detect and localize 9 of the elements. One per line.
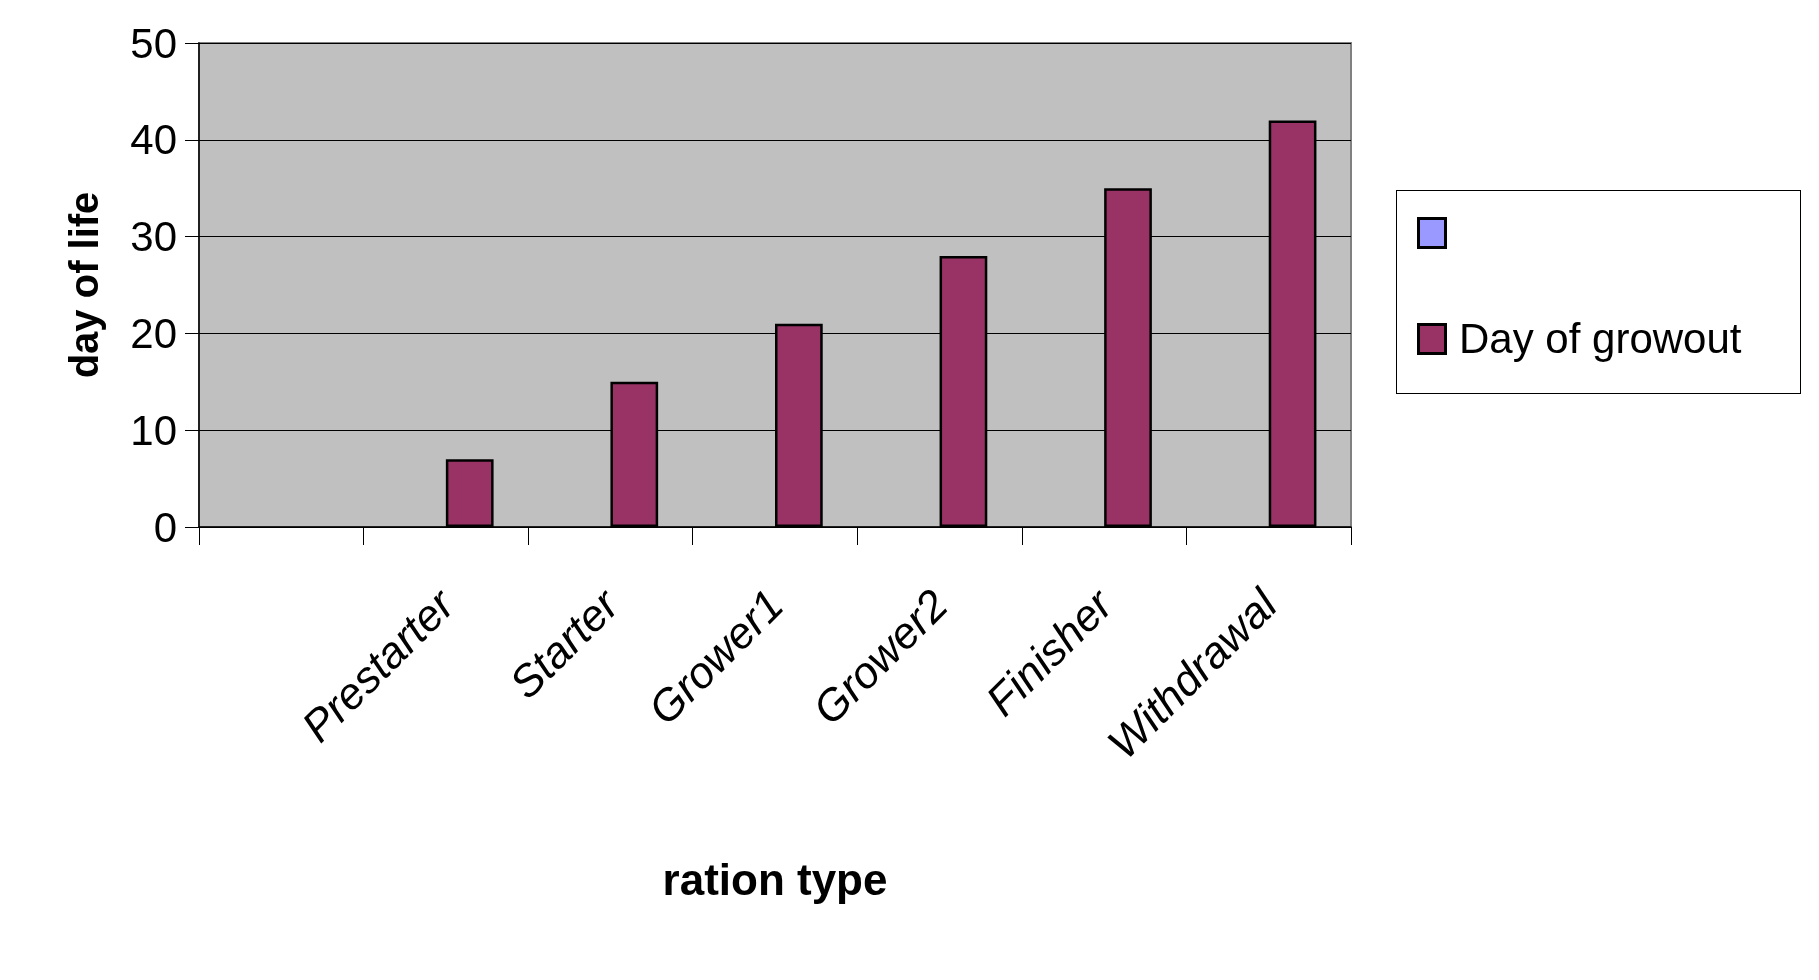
y-tick-label: 40 — [130, 116, 177, 164]
y-tick-label: 0 — [153, 503, 177, 551]
y-tick-label: 50 — [130, 19, 177, 67]
y-axis-title: day of life — [62, 191, 106, 379]
x-axis-title: ration type — [662, 854, 888, 904]
y-tick-label: 30 — [130, 213, 177, 261]
legend-label: Day of growout — [1459, 315, 1742, 363]
y-tick-label: 20 — [130, 309, 177, 357]
y-tick-label: 10 — [130, 406, 177, 454]
